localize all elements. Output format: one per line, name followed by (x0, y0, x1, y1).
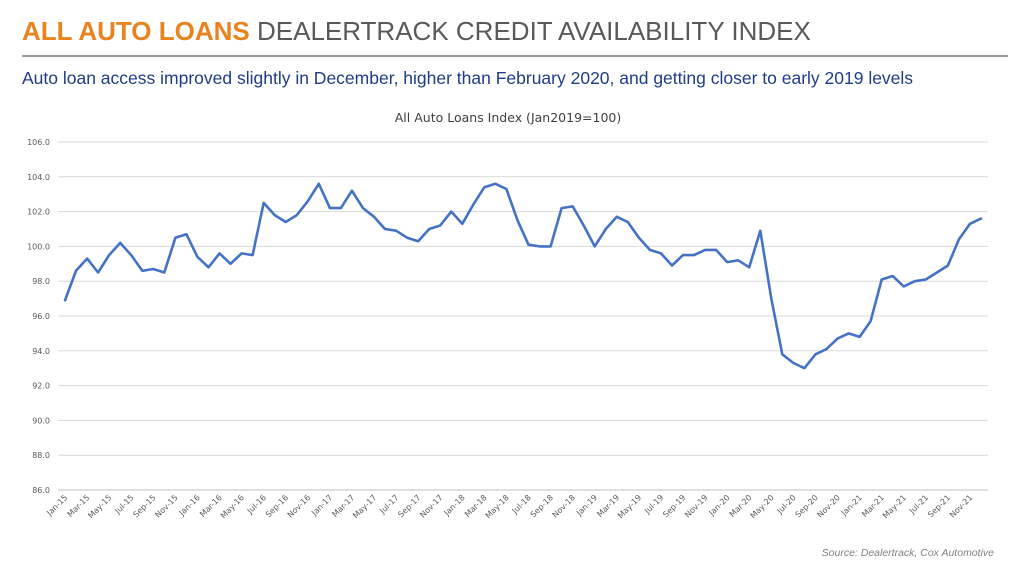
line-chart: All Auto Loans Index (Jan2019=100) 86.08… (27, 110, 988, 520)
y-tick-label: 102.0 (27, 208, 50, 217)
series-line (63, 182, 983, 370)
x-tick-label: Nov-20 (815, 493, 841, 519)
gridlines (58, 141, 988, 491)
y-tick-label: 104.0 (27, 173, 50, 182)
x-tick-label: Nov-16 (286, 493, 312, 519)
x-tick-label: Jan-15 (44, 493, 69, 518)
x-tick-label: Nov-19 (683, 493, 709, 519)
x-tick-label: Nov-18 (551, 493, 577, 519)
x-tick-label: May-17 (351, 493, 378, 520)
x-tick-label: May-16 (219, 493, 246, 520)
y-tick-label: 86.0 (32, 486, 50, 495)
x-tick-label: Nov-15 (153, 493, 179, 519)
x-tick-label: Sep-20 (794, 493, 820, 519)
x-tick-label: Sep-17 (396, 493, 422, 519)
x-tick-label: Nov-17 (418, 493, 444, 519)
y-tick-label: 100.0 (27, 242, 50, 251)
x-tick-label: Jan-21 (839, 493, 864, 518)
page-title: ALL AUTO LOANS DEALERTRACK CREDIT AVAILA… (22, 14, 811, 48)
x-tick-label: May-20 (749, 493, 776, 520)
y-axis: 86.0 88.0 90.0 92.0 94.0 96.0 98.0 100.0 102.0 10… (27, 138, 50, 495)
x-tick-label: May-19 (616, 493, 643, 520)
x-tick-label: Jan-20 (707, 493, 732, 518)
title-divider (22, 55, 1008, 57)
title-rest: DEALERTRACK CREDIT AVAILABILITY INDEX (256, 16, 811, 46)
x-tick-label: Nov-21 (948, 493, 974, 519)
x-tick-label: Jan-17 (309, 493, 334, 518)
chart-title: All Auto Loans Index (Jan2019=100) (395, 110, 621, 125)
x-tick-label: Sep-15 (131, 493, 157, 519)
x-tick-label: Jan-19 (574, 493, 599, 518)
y-tick-label: 96.0 (32, 312, 50, 321)
title-accent: ALL AUTO LOANS (22, 16, 250, 46)
y-tick-label: 92.0 (32, 382, 50, 391)
x-tick-label: May-21 (881, 493, 908, 520)
x-tick-label: Sep-18 (529, 493, 555, 519)
source-note: Source: Dealertrack, Cox Automotive (821, 547, 994, 559)
x-tick-label: Sep-19 (661, 493, 687, 519)
x-tick-label: Jan-18 (442, 493, 467, 518)
y-tick-label: 106.0 (27, 138, 50, 147)
x-tick-label: Sep-16 (264, 493, 290, 519)
x-tick-label: May-18 (484, 493, 511, 520)
x-tick-label: Sep-21 (926, 493, 952, 519)
page-subtitle: Auto loan access improved slightly in De… (22, 68, 914, 88)
y-tick-label: 94.0 (32, 347, 50, 356)
x-tick-label: May-15 (86, 493, 113, 520)
x-tick-label: Jan-16 (177, 493, 202, 518)
y-tick-label: 98.0 (32, 277, 50, 286)
y-tick-label: 90.0 (32, 416, 50, 425)
y-tick-label: 88.0 (32, 451, 50, 460)
